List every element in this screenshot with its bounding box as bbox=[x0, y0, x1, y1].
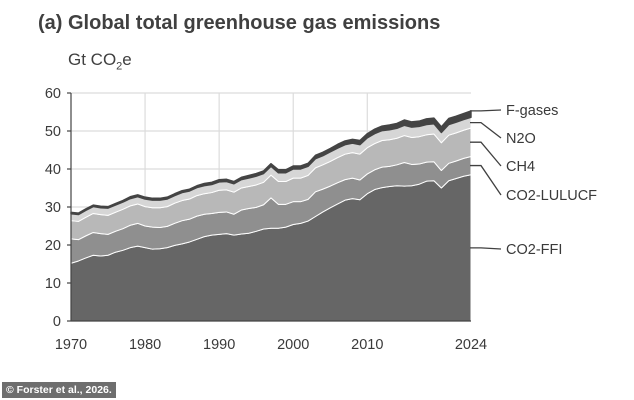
unit-prefix: Gt CO bbox=[68, 50, 117, 69]
y-tick-label: 10 bbox=[45, 276, 61, 292]
legend-leader-n2o bbox=[470, 121, 502, 139]
x-tick-label: 1980 bbox=[129, 337, 161, 353]
x-tick-label: 2024 bbox=[455, 337, 487, 353]
y-tick-label: 30 bbox=[45, 200, 61, 216]
stacked-areas bbox=[70, 110, 472, 322]
unit-subscript: 2 bbox=[116, 60, 123, 73]
y-tick-label: 50 bbox=[45, 124, 61, 140]
y-tick-label: 60 bbox=[45, 86, 61, 102]
x-tick-label: 1990 bbox=[203, 337, 235, 353]
x-tick-label: 2000 bbox=[277, 337, 309, 353]
legend-leader-f-gases bbox=[470, 109, 502, 112]
legend-label-f-gases: F-gases bbox=[506, 103, 558, 119]
unit-suffix: e bbox=[122, 50, 132, 69]
legend-leader-ch4 bbox=[470, 141, 502, 167]
credit-badge: © Forster et al., 2026. bbox=[2, 382, 116, 398]
y-tick-label: 0 bbox=[53, 314, 61, 330]
legend-label-co2-ffi: CO2-FFI bbox=[506, 242, 562, 258]
y-tick-label: 40 bbox=[45, 162, 61, 178]
legend-label-n2o: N2O bbox=[506, 131, 536, 147]
legend-label-ch4: CH4 bbox=[506, 159, 535, 175]
area-f-gases bbox=[70, 110, 472, 216]
x-tick-label: 1970 bbox=[55, 337, 87, 353]
y-tick-label: 20 bbox=[45, 238, 61, 254]
unit-label: Gt CO2e bbox=[68, 50, 132, 72]
axes: 0 10 20 30 40 50 60 1970 1980 1990 2000 2010 2024 bbox=[45, 86, 487, 353]
x-tick-label: 2010 bbox=[351, 337, 383, 353]
legend-label-co2-lulucf: CO2-LULUCF bbox=[506, 188, 597, 204]
legend: F-gases N2O CH4 CO2-LULUCF CO2-FFI bbox=[470, 103, 597, 258]
chart-title: (a) Global total greenhouse gas emission… bbox=[38, 12, 441, 34]
legend-leader-co2-lulucf bbox=[470, 164, 502, 196]
legend-leader-co2-ffi bbox=[470, 247, 502, 250]
